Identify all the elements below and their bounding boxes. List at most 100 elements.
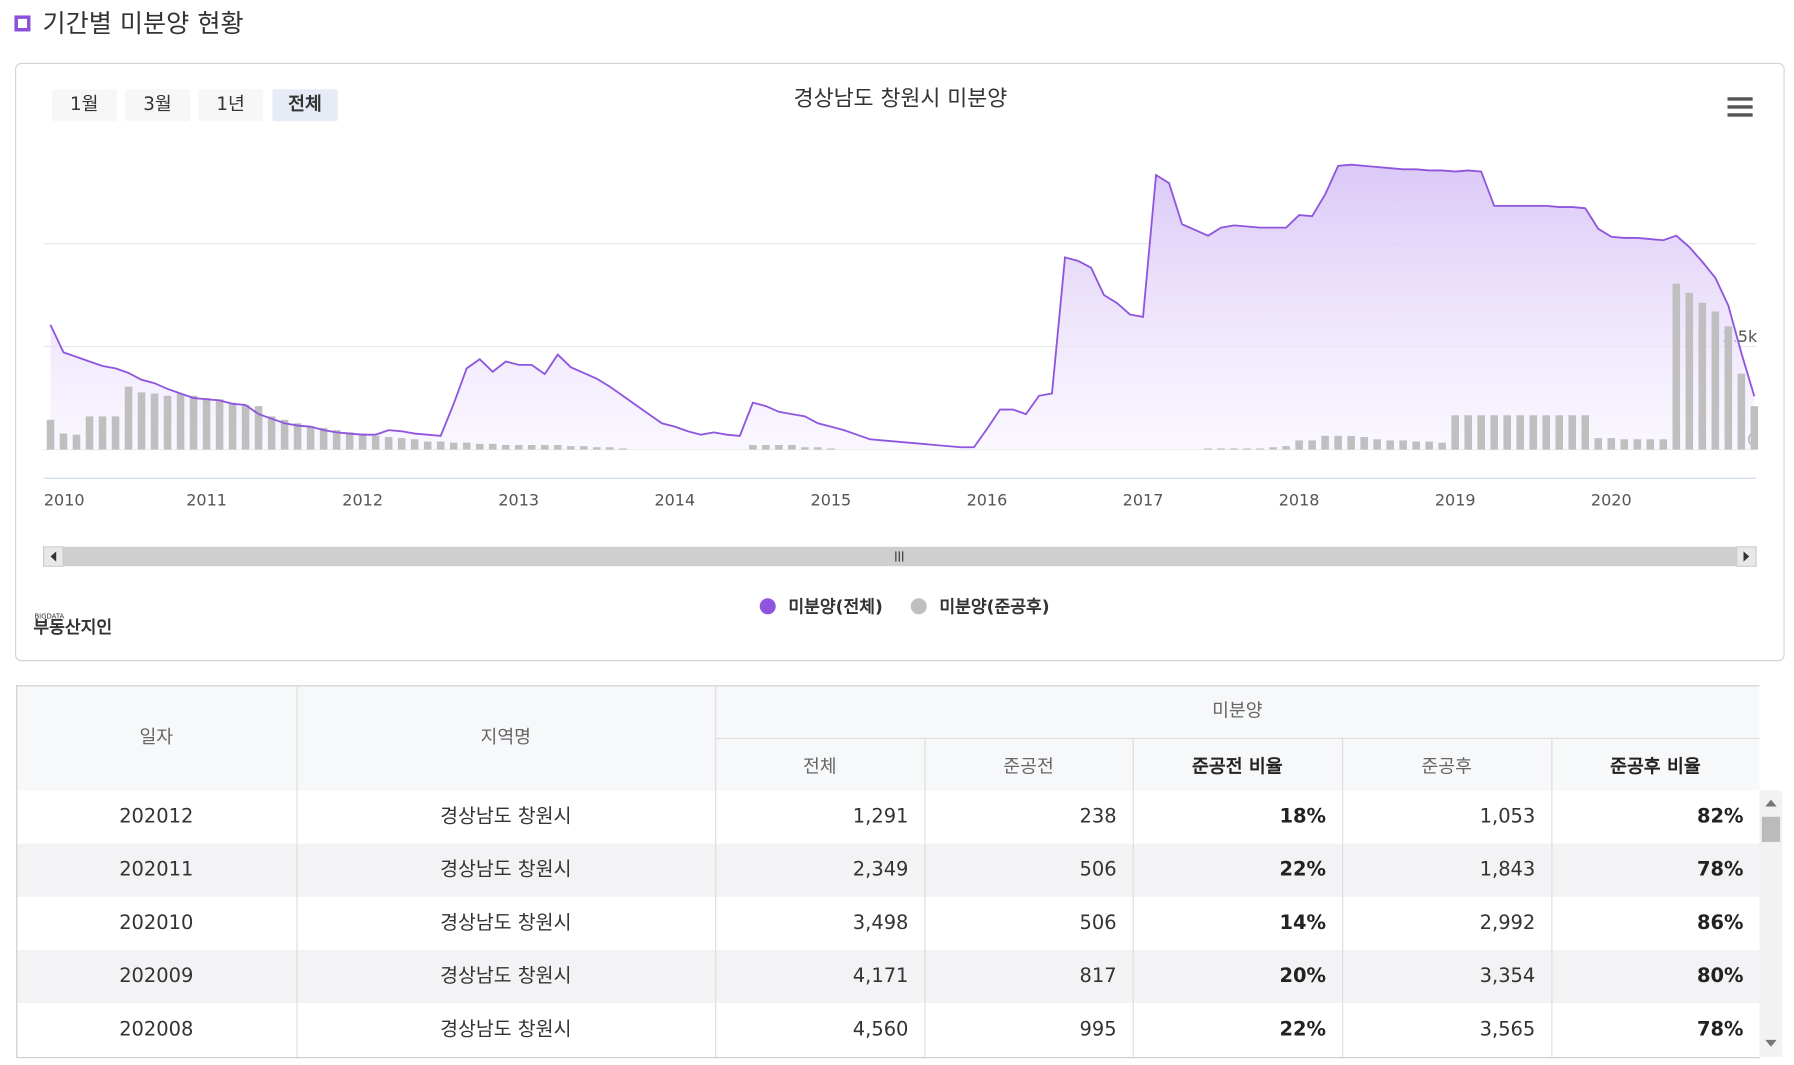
table-cell: 2,992	[1480, 911, 1536, 934]
bar	[280, 419, 289, 450]
x-tick-label: 2015	[811, 491, 852, 510]
menu-bar	[1727, 97, 1753, 101]
bar	[410, 439, 419, 450]
bar	[579, 446, 588, 450]
table-cell: 1,053	[1480, 805, 1536, 828]
menu-button[interactable]	[1727, 97, 1753, 117]
table-row-bg	[16, 1003, 1760, 1057]
bar	[605, 447, 614, 450]
table-cell: 1,843	[1480, 858, 1536, 881]
bar	[137, 392, 146, 450]
range-button[interactable]: 1년	[198, 89, 264, 122]
bar	[358, 433, 367, 450]
bar	[1516, 415, 1525, 450]
table-scrollbar[interactable]	[1759, 790, 1783, 1057]
bar	[762, 444, 770, 450]
bar	[150, 393, 159, 450]
button-label: 1년	[216, 94, 244, 115]
column-group-header: 미분양	[1212, 701, 1263, 722]
bar	[449, 442, 458, 450]
bar	[1269, 447, 1277, 450]
button-bg	[51, 89, 117, 122]
bar	[1308, 440, 1316, 450]
table-cell: 202012	[119, 805, 193, 828]
x-tick-label: 2017	[1123, 491, 1164, 510]
bar	[1295, 440, 1303, 450]
bar	[1581, 415, 1590, 450]
bar	[306, 426, 315, 450]
bar	[1503, 415, 1511, 450]
table-cell: 1,291	[853, 805, 909, 828]
bar	[111, 416, 120, 450]
table-cell: 82%	[1697, 805, 1744, 828]
x-tick-label: 2013	[498, 491, 539, 510]
table-row-bg	[16, 843, 1760, 897]
bar	[423, 441, 432, 450]
bar	[1204, 448, 1212, 450]
bar	[814, 447, 822, 450]
legend-item[interactable]: 미분양(전체)	[759, 597, 883, 617]
bar	[1256, 448, 1264, 450]
table-cell: 22%	[1279, 858, 1326, 881]
legend-marker	[759, 598, 776, 615]
bar	[501, 444, 510, 450]
x-tick-label: 2014	[654, 491, 695, 510]
table-cell: 3,565	[1480, 1017, 1536, 1040]
bar	[592, 447, 601, 450]
table-cell: 14%	[1279, 911, 1326, 934]
column-header: 지역명	[481, 727, 532, 748]
bar	[775, 444, 783, 450]
bar	[293, 423, 302, 450]
x-tick-label: 2016	[967, 491, 1008, 510]
range-button[interactable]: 전체	[272, 89, 338, 122]
column-header: 전체	[803, 757, 837, 778]
bar	[749, 444, 757, 450]
logo: BIGDATA 부동산지인	[33, 613, 112, 638]
bar	[241, 404, 250, 450]
legend-item[interactable]: 미분양(준공후)	[910, 596, 1050, 617]
bar	[540, 444, 549, 450]
bar	[215, 399, 224, 450]
bar	[1386, 440, 1394, 450]
button-label: 1월	[70, 94, 98, 115]
table-cell: 18%	[1279, 805, 1326, 828]
bar	[553, 444, 562, 450]
bar	[1698, 302, 1707, 450]
bar	[228, 402, 237, 450]
bar	[1711, 311, 1720, 450]
table-scroll-thumb[interactable]	[1761, 816, 1781, 842]
bar	[488, 443, 497, 450]
table-cell: 80%	[1697, 964, 1744, 987]
table-cell: 경상남도 창원시	[440, 911, 571, 934]
navigator-scrollbar[interactable]	[43, 546, 1757, 567]
range-button[interactable]: 1월	[51, 89, 117, 122]
bar	[514, 444, 523, 450]
bar	[1685, 292, 1694, 450]
bar	[1633, 439, 1642, 450]
table-cell: 506	[1080, 858, 1117, 881]
table-cell: 3,354	[1480, 964, 1536, 987]
bar	[371, 435, 380, 450]
bar	[1347, 435, 1355, 450]
bar	[176, 393, 185, 450]
bar	[1477, 415, 1485, 450]
table-cell: 20%	[1279, 964, 1326, 987]
bar	[1399, 440, 1407, 450]
table-cell: 4,560	[853, 1017, 909, 1040]
menu-bar	[1727, 105, 1753, 109]
bar	[72, 434, 81, 450]
bar	[1750, 406, 1759, 450]
range-button[interactable]: 3월	[124, 89, 191, 122]
table-cell: 202008	[119, 1017, 193, 1040]
table-cell: 3,498	[853, 911, 909, 934]
bar	[566, 446, 575, 450]
table-cell: 경상남도 창원시	[440, 964, 571, 987]
bar	[1373, 439, 1381, 450]
arrow	[50, 551, 57, 562]
button-bg	[198, 89, 264, 122]
bar	[436, 441, 445, 450]
bar	[827, 448, 835, 450]
legend-marker	[910, 598, 927, 615]
table-cell: 202011	[119, 858, 193, 881]
